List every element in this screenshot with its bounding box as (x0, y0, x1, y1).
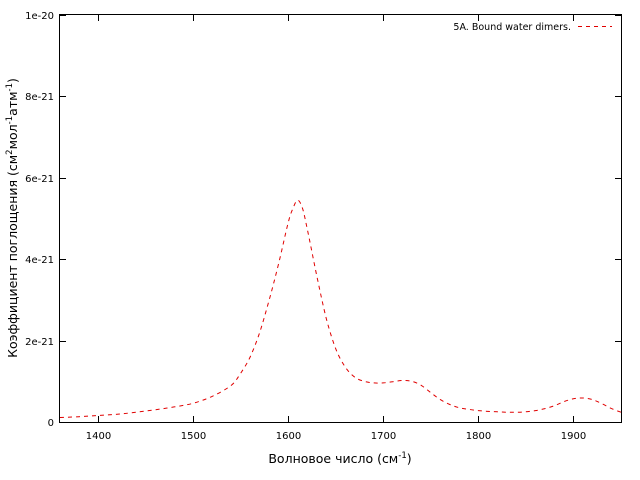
x-tick-label: 1600 (276, 431, 301, 442)
x-axis-label: Волновое число (см-1) (268, 451, 411, 466)
y-tick-label: 2e-21 (25, 337, 54, 348)
x-axis-label-close: ) (407, 451, 412, 466)
x-axis-label-text: Волновое число (см (268, 451, 398, 466)
x-tick-label: 1700 (371, 431, 396, 442)
y-axis-label-sup: -1 (5, 83, 15, 91)
y-tick-label: 1e-20 (25, 11, 54, 22)
y-tick-label: 0 (48, 418, 54, 429)
y-axis-label-sup: -1 (5, 116, 15, 124)
x-tick-label: 1900 (561, 431, 586, 442)
y-axis-label-text: мол (5, 124, 20, 149)
y-axis-label-text: атм (5, 91, 20, 115)
series-layer (59, 199, 622, 418)
y-tick-label: 4e-21 (25, 255, 54, 266)
legend: 5A. Bound water dimers. (453, 22, 612, 33)
y-axis-label-text: ) (5, 78, 20, 83)
y-tick-label: 8e-21 (25, 92, 54, 103)
plot-area-frame (59, 14, 622, 423)
y-tick-label: 6e-21 (25, 174, 54, 185)
x-axis-label-sup: -1 (398, 451, 406, 461)
x-tick-label: 1500 (181, 431, 206, 442)
x-axis-ticks: 1400 1500 1600 1700 1800 1900 (86, 15, 586, 442)
y-axis-ticks: 0 2e-21 4e-21 6e-21 8e-21 1e-20 (25, 11, 621, 429)
x-tick-label: 1800 (466, 431, 491, 442)
legend-label: 5A. Bound water dimers. (453, 22, 571, 33)
x-tick-label: 1400 (86, 431, 111, 442)
series-line (59, 199, 622, 418)
y-axis-label: Коэффициент поглощения (см2мол-1атм-1) (5, 78, 20, 358)
y-axis-label-text: Коэффициент поглощения (см (5, 155, 20, 358)
y-axis-label-sup: 2 (5, 149, 15, 154)
